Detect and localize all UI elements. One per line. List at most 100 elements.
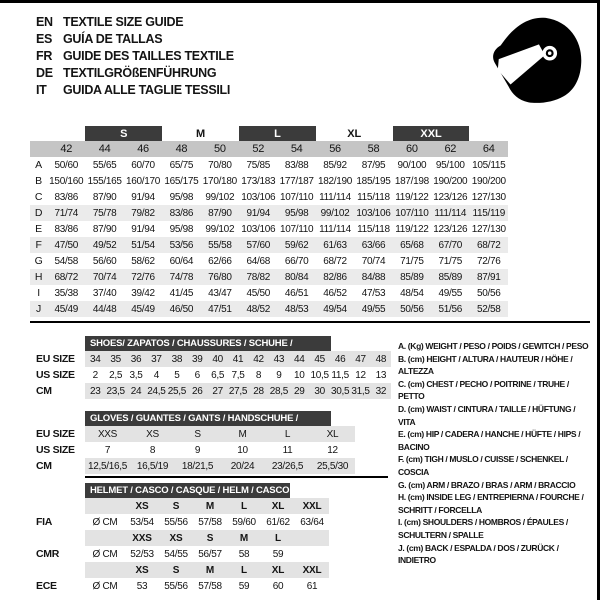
- legend-item: D. (cm) WAIST / CINTURA / TAILLE / HÜFTU…: [398, 403, 576, 427]
- size-label: M: [239, 532, 249, 544]
- language-code: FR: [36, 49, 53, 63]
- legend-item: F. (cm) TIGH / MUSLO / CUISSE / SCHENKEL…: [398, 454, 568, 477]
- shoes-title-row: SHOES/ ZAPATOS / CHAUSSURES / SCHUHE / S…: [30, 334, 391, 364]
- measurement-cell: 119/122: [395, 191, 429, 203]
- measurement-cell: 103/106: [354, 205, 393, 221]
- measurement-cell: 49/52: [85, 237, 124, 253]
- measurement-cell: 53/56: [162, 237, 201, 253]
- cell: 24,5: [147, 385, 166, 397]
- helmet-values: 53 55/56 57/58 59 60 61: [125, 581, 329, 592]
- measurement-cell: 111/114: [319, 191, 351, 203]
- measurement-cell: 127/130: [471, 223, 506, 235]
- row-letter: J: [30, 301, 47, 317]
- language-item: DE TEXTILGRÖßENFÜHRUNG: [36, 65, 234, 82]
- measurement-cell: 74/78: [162, 269, 201, 285]
- size-number: 48: [162, 141, 201, 157]
- measurement-cell: 190/200: [471, 175, 506, 187]
- measurement-row: G 54/58 56/60 58/62 60/64 62/66 64/68 66/70 68/7…: [30, 253, 508, 269]
- cell: 9: [276, 369, 282, 381]
- cell: XL: [326, 428, 339, 440]
- measurement-cell: 173/183: [241, 175, 276, 187]
- cell: 61/62: [266, 516, 290, 528]
- measurement-cell: 47/53: [361, 287, 386, 299]
- helmet-values: 53/54 55/56 57/58 59/60 61/62 63/64: [125, 517, 329, 528]
- cell: 39: [191, 353, 203, 365]
- language-item: FR GUIDE DES TAILLES TEXTILE: [36, 48, 234, 65]
- cell: 57/58: [198, 580, 222, 592]
- measurement-cell: 190/200: [433, 175, 468, 187]
- measurement-cell: 76/80: [200, 269, 240, 285]
- gloves-values: 12,5/16,5 16,5/19 18/21,5 20/24 23/26,5 25,5/…: [85, 458, 355, 474]
- measurement-row: H 68/72 70/74 72/76 74/78 76/80 78/82 80/84 82/8…: [30, 269, 508, 285]
- size-label: L: [275, 532, 281, 544]
- size-group-label: S: [85, 126, 163, 141]
- measurement-cell: 68/72: [323, 255, 347, 267]
- measurement-cell: 87/90: [200, 205, 240, 221]
- size-number: 42: [47, 141, 86, 157]
- cell: 6: [194, 369, 201, 381]
- cell: 53/54: [130, 516, 154, 528]
- measurement-cell: 71/74: [47, 205, 86, 221]
- measurement-cell: 63/66: [354, 237, 393, 253]
- cell: 54/55: [164, 548, 188, 560]
- legend-item: H. (cm) INSIDE LEG / ENTREPIERNA / FOURC…: [398, 492, 584, 515]
- measurement-cell: 50/56: [392, 301, 432, 317]
- measurement-cell: 46/50: [162, 301, 201, 317]
- helmet-size-band: XXS XS S M L: [85, 530, 329, 546]
- language-title: TEXTILGRÖßENFÜHRUNG: [63, 66, 217, 80]
- measurement-cell: 87/95: [361, 159, 386, 171]
- cell: L: [284, 428, 291, 440]
- row-letter: B: [35, 175, 42, 187]
- measurement-cell: 75/85: [246, 159, 270, 171]
- shoes-values: 23 23,5 24 24,5 25,5 26 27 27,5 28 28,5 29 30 30,5 31…: [85, 383, 391, 399]
- measurement-row: I 35/38 37/40 39/42 41/45 43/47 45/50 46/51 46/5…: [30, 285, 508, 301]
- measurement-cell: 68/72: [47, 269, 86, 285]
- corner-cell: [30, 126, 47, 141]
- standard-label: FIA: [36, 516, 53, 528]
- size-number: 60: [392, 141, 432, 157]
- measurement-cell: 70/80: [208, 159, 232, 171]
- measurement-cell: 49/55: [438, 287, 463, 299]
- measurement-cell: 62/66: [208, 255, 232, 267]
- helmet-table-title: HELMET / CASCO / CASQUE / HELM / CASCO: [85, 483, 290, 498]
- measurement-cell: 107/110: [392, 205, 432, 221]
- measurement-cell: 187/198: [394, 175, 429, 187]
- size-label: XL: [271, 500, 285, 512]
- measurement-legend: A. (Kg) WEIGHT / PESO / POIDS / GEWITCH …: [398, 340, 592, 567]
- measurement-cell: 185/195: [356, 175, 391, 187]
- measurement-cell: 65/75: [169, 159, 194, 171]
- size-number: 62: [431, 141, 470, 157]
- measurement-cell: 48/54: [400, 287, 424, 299]
- cell: S: [194, 428, 201, 440]
- measurement-cell: 95/98: [277, 205, 316, 221]
- cell: 46: [334, 353, 346, 365]
- legend-item: I. (cm) SHOULDERS / HOMBROS / ÉPAULES / …: [398, 517, 568, 540]
- cell: 47: [355, 353, 366, 365]
- cell: 27,5: [228, 385, 248, 397]
- measurement-cell: 85/89: [431, 269, 470, 285]
- cell: 37: [151, 353, 162, 365]
- measurement-cell: 68/72: [469, 237, 508, 253]
- row-letter: I: [37, 287, 40, 299]
- size-table: S M L XL XXL 42 44 46 48 50 52 54 56 58 60 62 64 A 50/60 55…: [30, 126, 508, 317]
- shoes-values: 2 2,5 3,5 4 5 6 6,5 7,5 8 9 10 10,5 11,5 12 13: [85, 367, 391, 383]
- row-label: CM: [36, 460, 52, 472]
- row-label: EU SIZE: [36, 353, 75, 365]
- row-label: US SIZE: [36, 444, 75, 456]
- cell: 58: [238, 548, 250, 560]
- row-label: CM: [36, 385, 52, 397]
- size-number: 56: [315, 141, 355, 157]
- measurement-cell: 43/47: [208, 287, 232, 299]
- measurement-cell: 79/82: [123, 205, 163, 221]
- cell: 27: [212, 385, 223, 397]
- cell: 44: [294, 353, 305, 365]
- legend-item: A. (Kg) WEIGHT / PESO / POIDS / GEWITCH …: [398, 341, 589, 351]
- cell: 23: [89, 385, 101, 397]
- measurement-cell: 49/54: [315, 301, 355, 317]
- measurement-cell: 39/42: [131, 287, 155, 299]
- measurement-cell: 87/91: [469, 269, 508, 285]
- gloves-table: GLOVES / GUANTES / GANTS / HANDSCHUHE / …: [30, 409, 355, 474]
- measurement-cell: 75/78: [85, 205, 124, 221]
- size-group-row: S M L XL XXL: [30, 126, 508, 141]
- measurement-cell: 48/53: [277, 301, 316, 317]
